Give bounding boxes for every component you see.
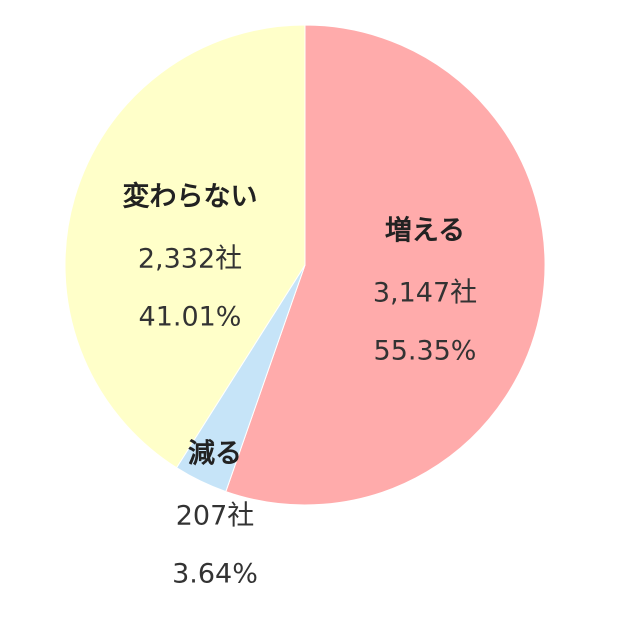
count-label: 3,147社 xyxy=(373,278,477,309)
slice-name: 変わらない xyxy=(123,181,258,213)
percent-label: 41.01% xyxy=(139,302,242,333)
slice-name: 減る xyxy=(188,439,242,470)
count-label: 207社 xyxy=(176,501,255,532)
pie-slice xyxy=(225,24,546,506)
slice-name: 増える xyxy=(385,215,465,247)
count-label: 2,332社 xyxy=(138,244,242,275)
percent-label: 3.64% xyxy=(172,559,258,590)
percent-label: 55.35% xyxy=(374,336,477,367)
pie-slice xyxy=(64,24,306,469)
